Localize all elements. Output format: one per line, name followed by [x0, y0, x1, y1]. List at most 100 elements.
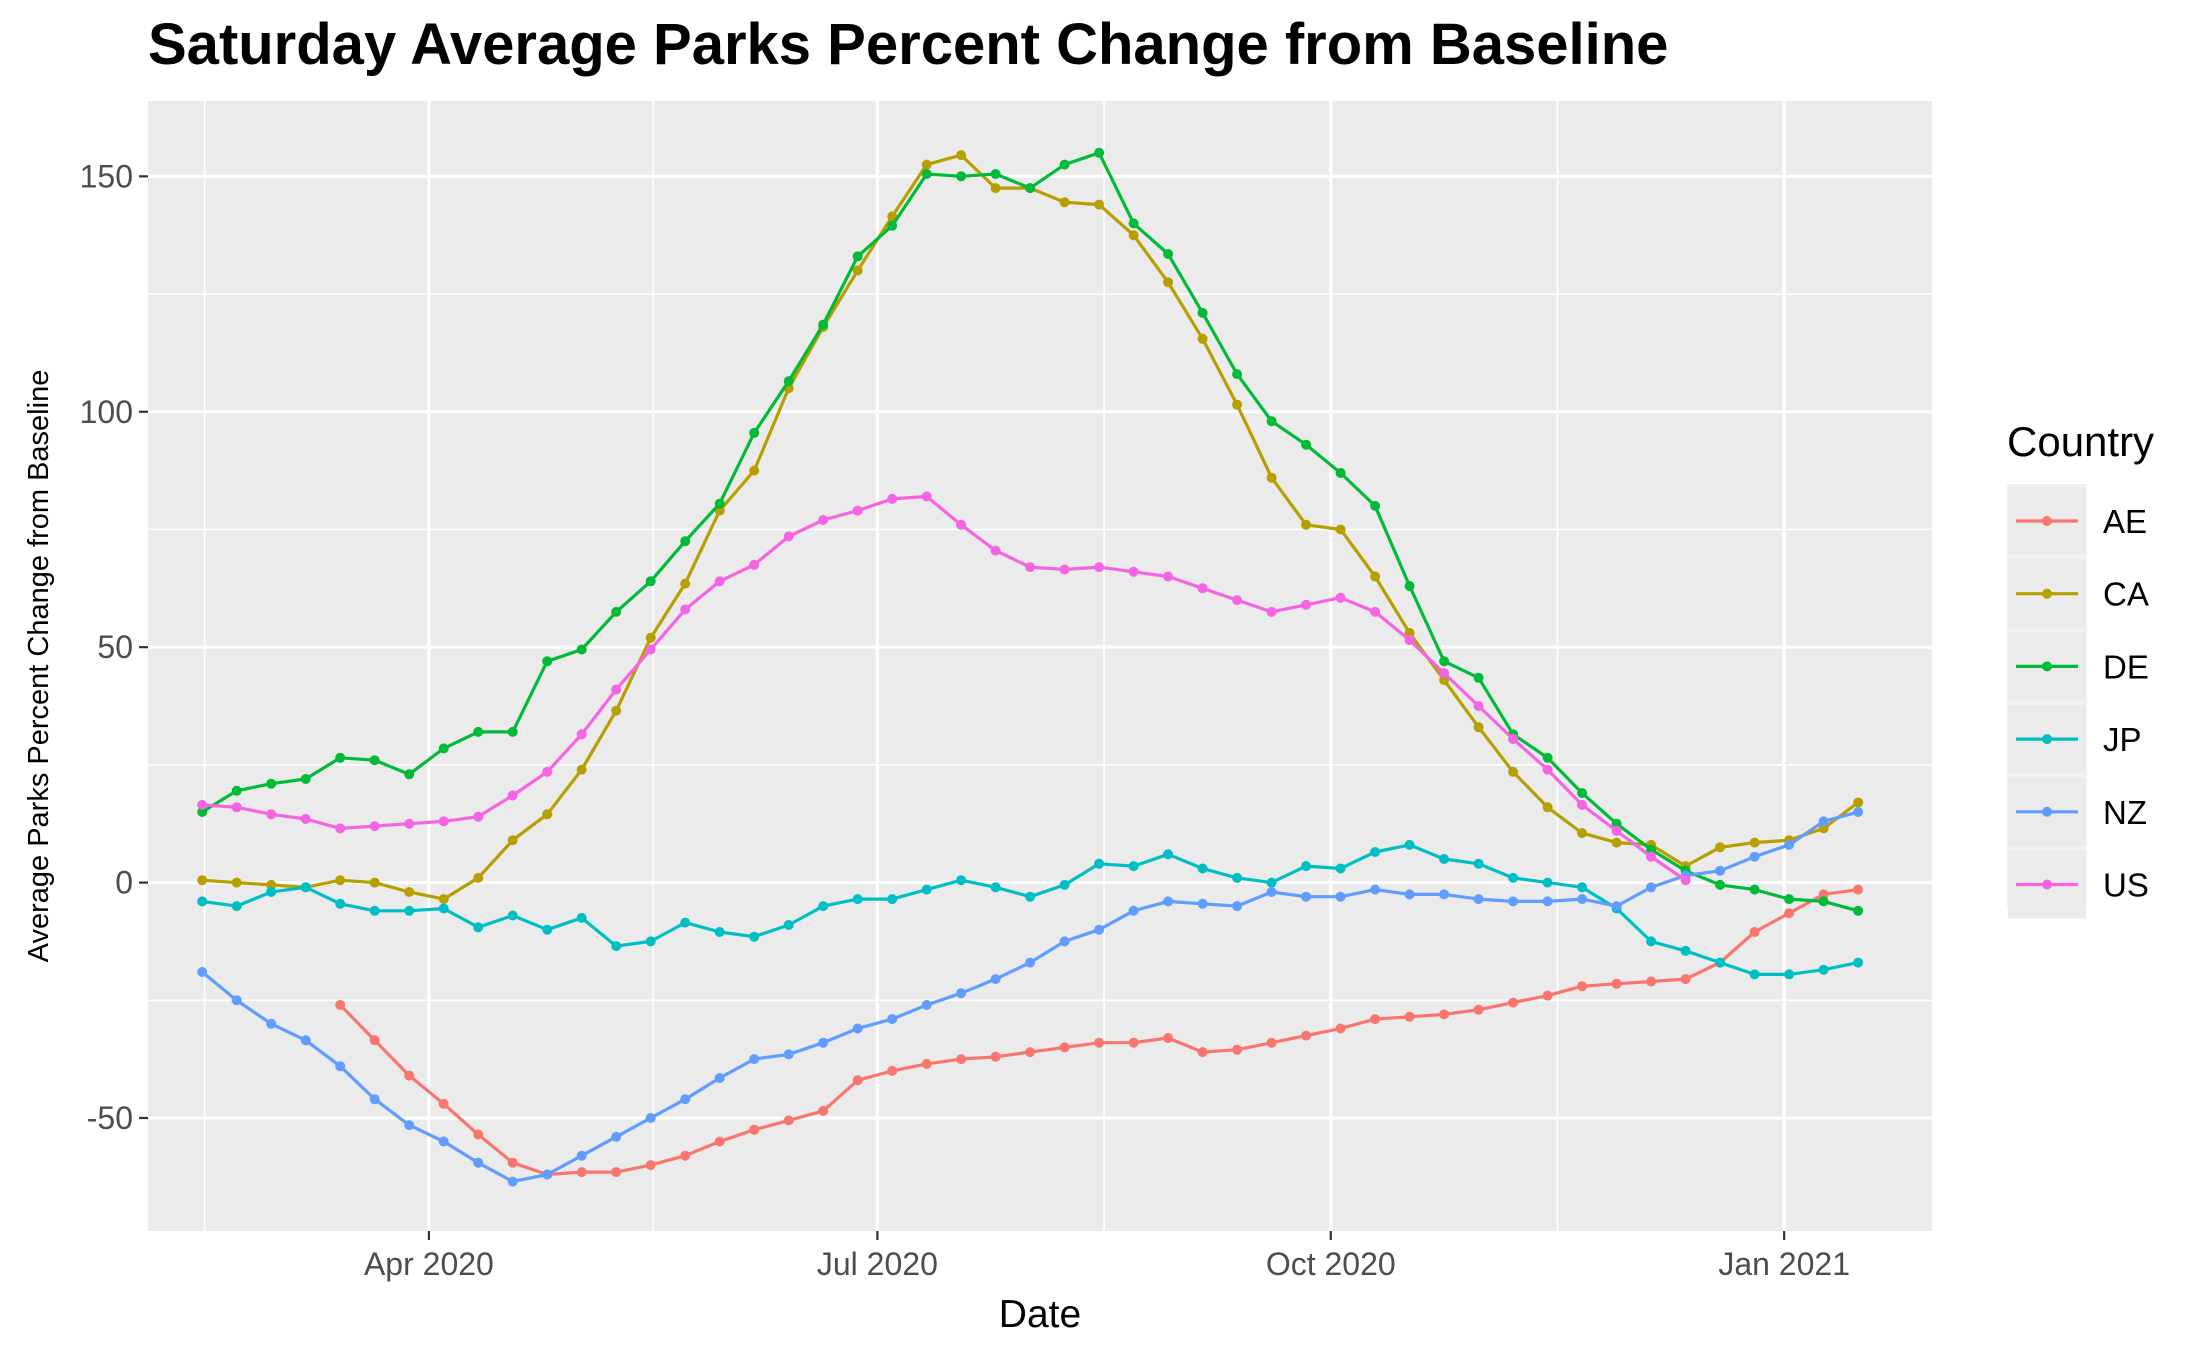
data-point-ae — [990, 1051, 1001, 1062]
data-point-nz — [1094, 924, 1105, 935]
data-point-de — [611, 606, 622, 617]
data-point-nz — [1611, 901, 1622, 912]
data-point-de — [645, 576, 656, 587]
data-point-ca — [1301, 519, 1312, 530]
data-point-jp — [404, 905, 415, 916]
data-point-jp — [1542, 877, 1553, 888]
data-point-us — [1473, 701, 1484, 711]
data-point-us — [1025, 562, 1036, 573]
data-point-nz — [1163, 896, 1174, 907]
data-point-jp — [542, 924, 553, 935]
data-point-jp — [438, 903, 449, 914]
data-point-nz — [921, 1000, 932, 1010]
data-point-de — [335, 752, 346, 763]
data-point-us — [852, 505, 863, 516]
data-point-ae — [369, 1035, 380, 1046]
data-point-ae — [1232, 1044, 1243, 1055]
data-point-jp — [1163, 849, 1174, 860]
y-tick-label: 50 — [97, 629, 133, 665]
data-point-nz — [818, 1037, 829, 1048]
data-point-ca — [335, 875, 346, 886]
data-point-us — [473, 811, 484, 822]
data-point-jp — [887, 894, 898, 905]
data-point-ae — [749, 1124, 760, 1135]
x-axis: Apr 2020 Jul 2020 Oct 2020 Jan 2021 — [364, 1231, 1850, 1282]
data-point-ca — [1853, 797, 1864, 808]
data-point-ca — [1335, 524, 1346, 535]
legend-key-point — [2042, 879, 2052, 890]
data-point-jp — [1335, 863, 1346, 874]
data-point-nz — [1025, 957, 1036, 968]
y-tick-label: 0 — [115, 865, 133, 901]
data-point-de — [369, 755, 380, 766]
data-point-ca — [1749, 837, 1760, 848]
data-point-jp — [990, 882, 1001, 893]
data-point-us — [645, 644, 656, 655]
data-point-jp — [749, 931, 760, 942]
data-point-us — [1404, 635, 1415, 646]
data-point-jp — [956, 875, 967, 886]
legend-key-point — [2042, 661, 2052, 672]
data-point-ca — [197, 875, 208, 886]
data-point-ae — [1784, 908, 1795, 919]
data-point-nz — [1784, 839, 1795, 850]
y-axis-title: Average Parks Percent Change from Baseli… — [23, 370, 55, 963]
data-point-jp — [473, 922, 484, 933]
data-point-de — [956, 171, 967, 182]
data-point-us — [1301, 599, 1312, 610]
data-point-ca — [611, 705, 622, 716]
data-point-jp — [1818, 964, 1829, 975]
data-point-nz — [473, 1157, 484, 1168]
data-point-de — [507, 726, 518, 737]
data-point-ca — [1163, 277, 1174, 288]
data-point-ae — [1439, 1009, 1450, 1020]
data-point-nz — [887, 1014, 898, 1025]
data-point-de — [1439, 656, 1450, 667]
data-point-ae — [1853, 884, 1864, 895]
data-point-ca — [1059, 197, 1070, 208]
data-point-ae — [1508, 997, 1519, 1008]
data-point-us — [1059, 564, 1070, 575]
data-point-ae — [1680, 974, 1691, 985]
data-point-nz — [1266, 887, 1277, 897]
data-point-jp — [231, 901, 242, 912]
data-point-ca — [1715, 842, 1726, 853]
data-point-ae — [1094, 1037, 1105, 1048]
data-point-nz — [1749, 851, 1760, 862]
data-point-jp — [818, 901, 829, 912]
data-point-de — [1301, 439, 1312, 450]
data-point-ae — [1301, 1030, 1312, 1041]
data-point-nz — [611, 1131, 622, 1142]
data-point-jp — [335, 898, 346, 909]
data-point-jp — [1197, 863, 1208, 874]
data-point-nz — [1059, 936, 1070, 947]
data-point-us — [1439, 668, 1450, 679]
data-point-us — [1508, 734, 1519, 744]
data-point-de — [1335, 468, 1346, 478]
data-point-de — [1646, 844, 1657, 855]
series-us — [197, 491, 1691, 886]
data-point-us — [783, 531, 794, 542]
data-point-ae — [1611, 978, 1622, 989]
data-point-ca — [231, 877, 242, 888]
data-point-de — [1473, 672, 1484, 683]
data-point-de — [266, 778, 277, 789]
data-point-nz — [1508, 896, 1519, 907]
data-point-ae — [1370, 1014, 1381, 1025]
data-point-ca — [1508, 766, 1519, 777]
data-point-de — [438, 743, 449, 754]
data-point-de — [1784, 894, 1795, 905]
data-point-us — [1680, 875, 1691, 886]
data-point-nz — [749, 1054, 760, 1065]
data-point-jp — [852, 894, 863, 905]
data-point-ca — [1473, 722, 1484, 733]
data-point-jp — [1853, 957, 1864, 968]
data-point-us — [1128, 566, 1139, 577]
legend-label: CA — [2103, 576, 2149, 613]
data-point-ae — [438, 1098, 449, 1109]
data-point-de — [783, 376, 794, 387]
data-point-ca — [645, 632, 656, 643]
data-point-ae — [645, 1160, 656, 1171]
data-point-nz — [369, 1094, 380, 1105]
